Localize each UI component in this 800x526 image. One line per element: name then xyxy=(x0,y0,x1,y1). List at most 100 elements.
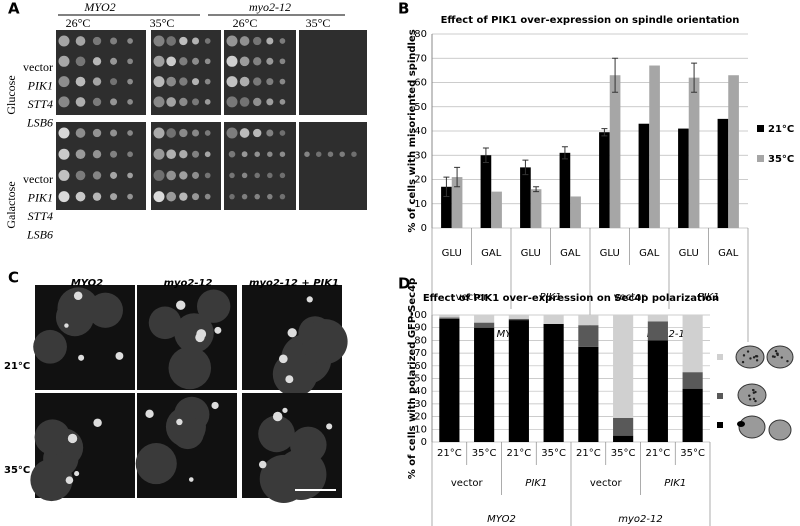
error-bar xyxy=(482,147,489,164)
colony-spot xyxy=(127,151,133,158)
y-tick-label: 60 xyxy=(414,361,427,372)
colony-spot xyxy=(229,193,235,200)
spot xyxy=(64,323,69,328)
icon-dot xyxy=(751,388,755,392)
icon-dot xyxy=(786,359,789,363)
error-bar xyxy=(454,166,461,188)
bar-segment xyxy=(647,321,668,341)
cell-icon xyxy=(766,345,794,369)
colony-spot xyxy=(179,97,188,107)
colony-spot xyxy=(241,151,248,158)
spot xyxy=(306,296,313,303)
strain-row-label: vector xyxy=(23,172,53,186)
colony-spot xyxy=(75,76,86,87)
strain-label: MYO2 xyxy=(83,0,115,14)
colony-spot xyxy=(153,76,165,88)
colony-spot xyxy=(127,58,133,65)
colony-spot xyxy=(75,36,86,46)
x-tick-label: GLU xyxy=(442,248,462,259)
medium-label: Galactose xyxy=(4,181,18,228)
colony-spot xyxy=(279,78,286,85)
colony-spot xyxy=(92,171,102,180)
chart-title: Effect of PIK1 over-expression on Sec4p … xyxy=(423,293,719,304)
spot xyxy=(176,418,183,426)
colony-spot xyxy=(239,56,250,67)
temp-label: 26°C xyxy=(66,16,91,30)
colony-spot xyxy=(239,36,250,46)
strain-row-label: PIK1 xyxy=(27,78,53,92)
bar xyxy=(441,186,452,228)
cell xyxy=(34,419,71,456)
error-bar xyxy=(443,176,450,197)
cell xyxy=(57,287,100,329)
colony-spot xyxy=(110,98,118,106)
colony-spot xyxy=(228,150,236,158)
colony-spot xyxy=(241,172,248,179)
spot xyxy=(74,471,80,477)
colony-spot xyxy=(92,36,102,46)
y-tick-label: 10 xyxy=(414,199,427,210)
legend-swatch xyxy=(717,393,723,399)
colony-spot xyxy=(110,78,118,86)
decoration xyxy=(30,30,794,503)
colony-spot xyxy=(266,129,274,137)
x-tick-label: 35°C xyxy=(541,448,566,459)
cell xyxy=(302,319,348,365)
spot xyxy=(78,354,85,361)
x-tick-label: GAL xyxy=(481,248,502,259)
spot xyxy=(258,460,267,469)
icon-dot xyxy=(774,349,778,353)
x-tick-label: GLU xyxy=(679,248,699,259)
bar xyxy=(491,191,502,228)
colony-spot xyxy=(58,96,70,108)
colony-spot xyxy=(179,128,188,138)
colony-spot xyxy=(166,36,177,46)
strain-row-label: STT4 xyxy=(28,97,53,111)
cell xyxy=(174,313,214,353)
colony-spot xyxy=(127,172,133,179)
column-label: myo2-12 + PIK1 xyxy=(249,278,339,289)
colony-spot xyxy=(226,76,238,88)
colony-spot xyxy=(204,130,211,136)
error-bar xyxy=(691,62,698,93)
colony-spot xyxy=(266,78,274,86)
cell xyxy=(30,458,73,502)
colony-spot xyxy=(253,36,262,46)
y-tick-label: 40 xyxy=(414,386,427,397)
group-label: PIK1 xyxy=(540,292,562,303)
colony-spot xyxy=(153,55,165,67)
bar xyxy=(688,77,700,229)
colony-spot xyxy=(192,37,200,45)
colony-spot xyxy=(58,127,70,139)
group-label: PIK1 xyxy=(525,478,547,489)
colony-spot xyxy=(75,56,86,67)
colony-spot xyxy=(153,191,165,203)
x-tick-label: 35°C xyxy=(611,448,636,459)
row-label: 35°C xyxy=(4,465,30,476)
bar-segment xyxy=(647,340,668,442)
colony-spot xyxy=(266,98,274,106)
spot xyxy=(214,326,222,334)
cell xyxy=(258,415,295,453)
bar-segment xyxy=(682,388,703,442)
bar-segment xyxy=(439,318,460,442)
x-tick-label: GLU xyxy=(521,248,541,259)
colony-spot xyxy=(204,99,211,105)
legend-label: 35°C xyxy=(768,154,794,165)
colony-spot xyxy=(226,55,238,67)
y-tick-label: 100 xyxy=(408,310,427,321)
cell xyxy=(196,289,231,323)
colony-spot xyxy=(192,129,200,137)
cell-icon xyxy=(735,345,765,369)
bar-segment xyxy=(647,315,668,322)
bar-segment xyxy=(474,327,495,442)
spot xyxy=(67,433,78,444)
colony-spot xyxy=(351,151,357,157)
x-tick-label: 21°C xyxy=(576,448,601,459)
icon-dot xyxy=(752,356,756,359)
y-tick-label: 50 xyxy=(414,374,427,385)
y-tick-label: 0 xyxy=(421,223,427,234)
panel-label: D xyxy=(398,275,410,293)
x-tick-label: 21°C xyxy=(646,448,671,459)
cell xyxy=(168,346,212,390)
